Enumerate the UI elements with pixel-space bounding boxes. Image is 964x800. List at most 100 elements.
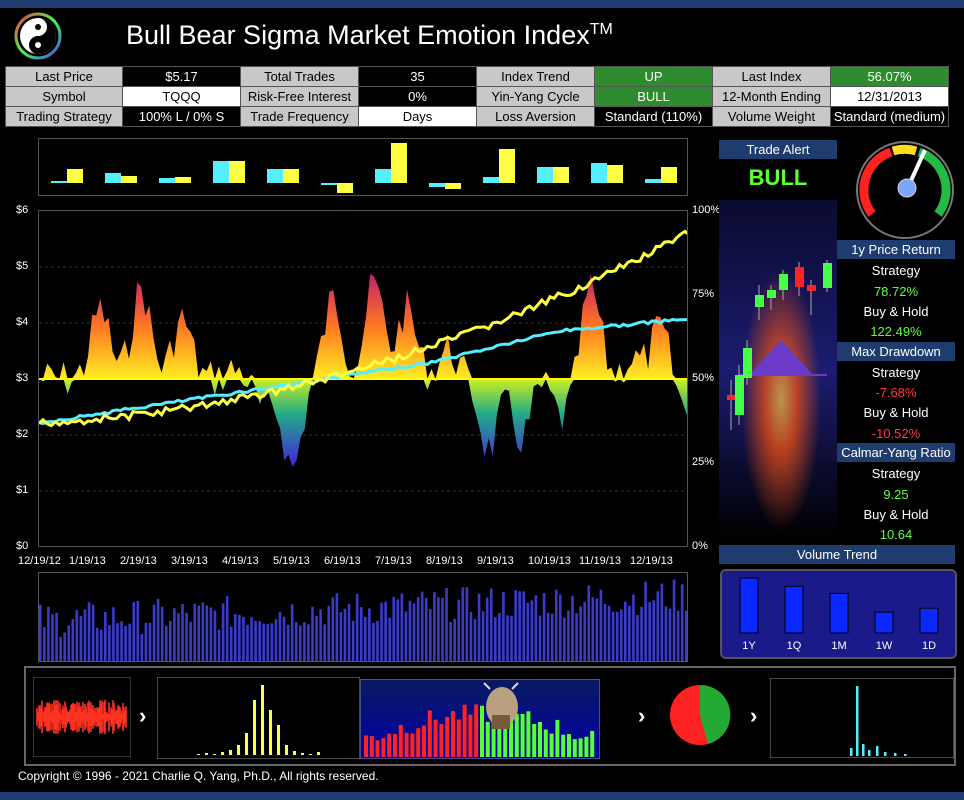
volume-bar: [327, 605, 331, 661]
volume-bar: [43, 627, 46, 661]
volume-bar: [169, 620, 172, 661]
info-cell-1-2: Risk-Free Interest: [240, 86, 359, 107]
volume-bar: [270, 623, 274, 661]
volume-bar: [319, 609, 322, 661]
volume-bar: [534, 595, 538, 661]
volume-bar: [99, 629, 103, 661]
volume-bar: [164, 625, 168, 661]
volume-bar: [87, 602, 91, 661]
info-cell-2-0: Trading Strategy: [5, 106, 123, 127]
volume-bar: [587, 585, 591, 661]
volume-bar: [120, 621, 123, 661]
volume-bar: [303, 622, 306, 661]
max-drawdown-strategy-label: Strategy: [871, 365, 921, 380]
volume-bar: [660, 583, 664, 661]
info-cell-2-4: Loss Aversion: [476, 106, 595, 127]
volume-bar: [140, 634, 144, 661]
volume-bar: [465, 587, 469, 661]
volume-bar: [148, 622, 152, 661]
volume-bar: [201, 602, 205, 661]
calmar-bh-label: Buy & Hold: [863, 507, 929, 522]
info-cell-0-7: 56.07%: [830, 66, 949, 87]
volume-bar: [392, 596, 396, 661]
calmar-header: Calmar-Yang Ratio: [837, 443, 955, 462]
volume-bar: [152, 604, 156, 661]
info-cell-2-2: Trade Frequency: [240, 106, 359, 127]
top-border: [0, 0, 964, 8]
volume-bar: [457, 599, 461, 661]
trade-bar: [337, 183, 353, 193]
bull-bear-histogram-thumb: [360, 679, 600, 759]
y-tick-right: 50%: [692, 372, 715, 384]
trade-alert-header: Trade Alert: [719, 140, 837, 159]
arrow-icon: ›: [750, 703, 758, 728]
volume-trend-label: 1Y: [742, 640, 756, 652]
volume-bar: [294, 621, 298, 661]
volume-trend-label: 1W: [876, 640, 893, 652]
trade-bar: [213, 161, 229, 183]
trade-bar: [267, 169, 283, 183]
volume-trend-bar: [829, 592, 849, 634]
volume-bar: [217, 629, 221, 661]
volume-trend-chart: 1Y 1Q 1M 1W 1D: [720, 569, 957, 659]
volume-bar: [526, 602, 530, 661]
x-tick: 7/19/13: [375, 555, 412, 567]
histogram-yellow-thumb: [157, 677, 360, 759]
volume-bar: [286, 624, 290, 661]
volume-bar: [453, 618, 456, 661]
y-tick-right: 75%: [692, 288, 715, 300]
volume-bar: [550, 613, 554, 661]
price-return-header: 1y Price Return: [837, 240, 955, 259]
y-tick-left: $4: [16, 316, 29, 328]
volume-bar: [624, 601, 627, 661]
volume-trend-bar: [919, 607, 939, 634]
volume-bar: [554, 589, 558, 661]
trade-bar: [483, 177, 499, 183]
volume-bar: [510, 615, 513, 661]
info-cell-0-3: 35: [358, 66, 477, 87]
info-cell-2-6: Volume Weight: [712, 106, 831, 127]
volume-bar: [339, 612, 343, 661]
yin-yang-logo-icon: [14, 12, 62, 60]
noise-signal-thumb: [33, 677, 131, 757]
volume-bar: [71, 619, 75, 661]
volume-bar: [680, 584, 684, 661]
volume-bar: [156, 599, 160, 661]
volume-bar: [136, 601, 140, 661]
histogram-cyan-thumb: [770, 678, 954, 758]
volume-bar: [408, 600, 412, 661]
volume-bar: [400, 593, 404, 661]
calmar-bh-value: 10.64: [879, 527, 913, 542]
volume-bar: [343, 608, 347, 661]
trade-bar: [499, 149, 515, 183]
volume-bar: [445, 588, 448, 661]
y-tick-right: 0%: [692, 540, 708, 552]
arrow-icon: ›: [638, 703, 646, 728]
volume-bar: [229, 626, 233, 661]
volume-bar: [67, 625, 71, 661]
info-cell-1-1: TQQQ: [122, 86, 241, 107]
volume-bar: [221, 603, 225, 661]
volume-bar: [104, 611, 107, 661]
trade-bar: [321, 183, 337, 185]
volume-trend-bar: [874, 611, 894, 634]
volume-bar: [372, 622, 375, 661]
volume-bar: [311, 606, 314, 661]
x-tick: 4/19/13: [222, 555, 259, 567]
price-return-bh-value: 122.49%: [870, 324, 922, 339]
trade-bar: [429, 183, 445, 187]
pipeline-strip: [24, 666, 956, 766]
volume-bar: [205, 605, 209, 661]
volume-bar: [607, 605, 611, 661]
trade-bar: [375, 169, 391, 183]
volume-bar: [595, 598, 599, 661]
info-cell-1-3: 0%: [358, 86, 477, 107]
volume-bar: [116, 623, 119, 661]
volume-bar: [160, 606, 164, 661]
volume-bar: [648, 602, 651, 661]
volume-trend-label: 1D: [922, 640, 936, 652]
info-cell-0-5: UP: [594, 66, 713, 87]
x-tick: 12/19/13: [630, 555, 673, 567]
arrow-icon: ›: [139, 703, 147, 728]
volume-bar: [197, 605, 201, 661]
